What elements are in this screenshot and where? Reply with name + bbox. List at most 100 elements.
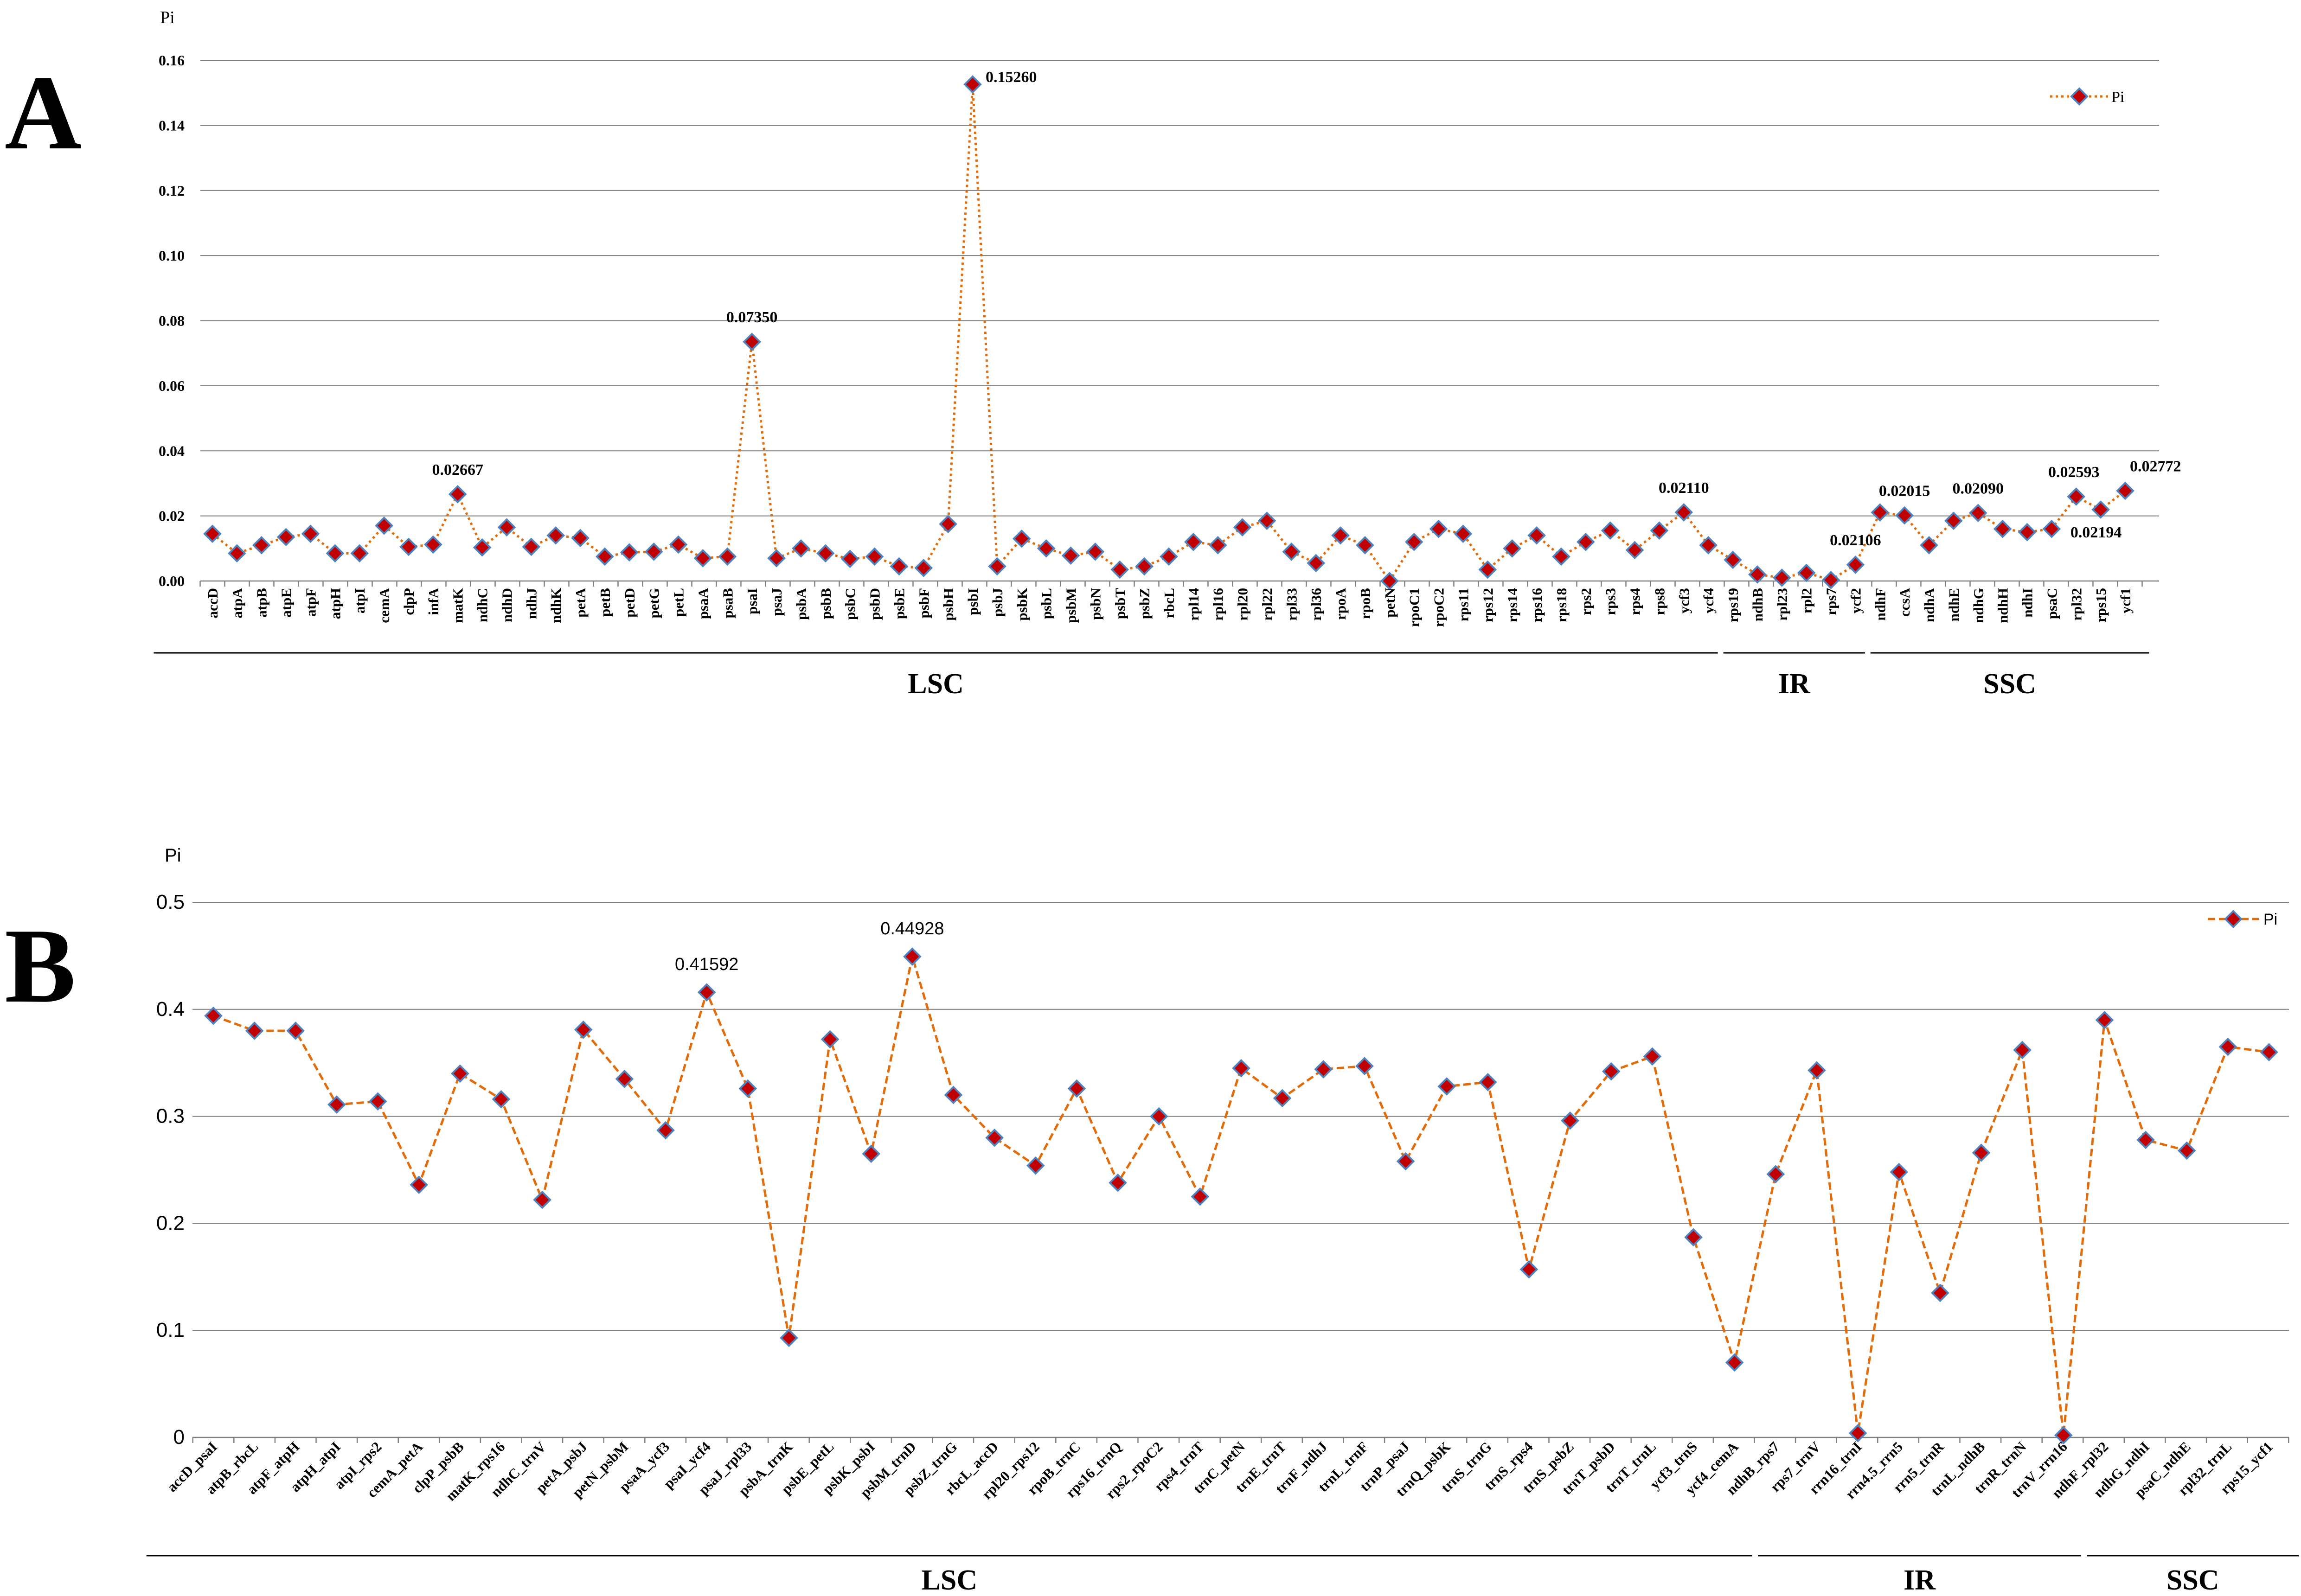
region-label: SSC: [1983, 668, 2036, 700]
data-point: [1067, 1079, 1086, 1098]
y-ticks-a: 0.00 0.02 0.04 0.06 0.08 0.10 0.12 0.14 0.16: [159, 52, 185, 589]
data-point: [939, 515, 957, 533]
data-point: [1396, 1152, 1415, 1171]
data-point: [1282, 543, 1301, 561]
data-point: [1086, 543, 1105, 561]
data-point: [1674, 503, 1693, 522]
x-tick-label: rps3: [1602, 588, 1619, 615]
data-point: [862, 1144, 881, 1163]
x-tick-label: rpl20: [1235, 588, 1251, 621]
data-point: [399, 537, 418, 556]
x-tick-label: rps19: [1725, 588, 1741, 622]
data-point: [1766, 1165, 1785, 1184]
data-point: [451, 1064, 469, 1083]
series-b: [204, 947, 2278, 1445]
data-point: [1972, 1143, 1991, 1162]
data-point: [1643, 1047, 1662, 1066]
data-point: [1944, 511, 1963, 530]
data-point: [1160, 547, 1178, 566]
data-point: [596, 547, 614, 566]
data-point: [767, 549, 786, 568]
data-point: [1993, 519, 2012, 538]
y-tick-label: 0.1: [156, 1319, 185, 1341]
data-point: [1503, 539, 1522, 558]
data-point: [1577, 532, 1595, 551]
data-point: [1037, 539, 1056, 558]
x-tick-label: rps14: [1504, 588, 1520, 622]
data-point: [1821, 571, 1840, 589]
y-tick-label: 0.3: [156, 1105, 185, 1128]
x-tick-label: ndhF: [1872, 588, 1888, 621]
x-tick-label: psbZ: [1136, 588, 1153, 619]
x-tick-label: psbM: [1063, 588, 1079, 623]
data-point: [1331, 526, 1350, 545]
x-tick-label: psaI: [744, 588, 760, 614]
data-point: [533, 1190, 551, 1209]
region-label: LSC: [908, 668, 964, 700]
x-tick-label: rps18: [1553, 588, 1570, 622]
x-tick-label: rpl33: [1283, 588, 1300, 621]
data-point: [368, 1092, 387, 1111]
x-tick-label: petG: [646, 588, 662, 618]
x-tick-label: ndhB: [1750, 588, 1766, 621]
data-point: [1061, 546, 1080, 565]
data-point: [1478, 560, 1497, 579]
data-point: [1429, 519, 1448, 538]
data-point: [620, 543, 639, 562]
data-point: [410, 1175, 428, 1194]
data-point: [1931, 1283, 1949, 1302]
x-tick-label: psbB: [818, 588, 834, 619]
data-point: [2013, 1041, 2032, 1060]
data-point: [2095, 1011, 2114, 1029]
data-point: [2136, 1130, 2155, 1149]
data-point: [1650, 521, 1669, 540]
data-point: [890, 557, 909, 576]
data-point: [988, 557, 1006, 576]
x-tick-label: rpl36: [1308, 588, 1324, 621]
x-tick-label: psbN: [1087, 588, 1103, 620]
data-point: [1454, 524, 1473, 543]
data-point: [574, 1020, 593, 1039]
data-label: 0.02015: [1879, 483, 1930, 500]
data-point: [1895, 506, 1914, 525]
x-tick-label: rps16: [1529, 588, 1545, 622]
data-point: [963, 75, 982, 94]
data-point: [1404, 532, 1423, 551]
data-point: [1968, 504, 1987, 523]
x-tick-label: rps15: [2093, 588, 2109, 622]
x-tick-label: psbF: [916, 588, 932, 618]
data-point: [903, 947, 922, 966]
x-tick-label: atpE: [278, 588, 295, 618]
y-tick-label: 0.00: [159, 573, 185, 589]
gridlines-a: [199, 60, 2159, 587]
data-point: [2042, 519, 2061, 538]
x-tick-label: atpH: [327, 588, 343, 619]
region-label: LSC: [922, 1564, 978, 1596]
data-point: [697, 983, 716, 1002]
data-point: [1307, 554, 1326, 573]
x-tick-label: ycf4: [1700, 588, 1717, 613]
data-point: [669, 535, 688, 554]
y-tick-label: 0.5: [156, 891, 185, 913]
data-point: [914, 559, 933, 577]
data-point: [644, 543, 663, 561]
x-tick-label: ndhI: [2019, 588, 2036, 618]
data-point: [865, 547, 884, 566]
data-point: [1527, 526, 1546, 545]
gridlines-b: [192, 902, 2289, 1443]
panel-a: A Pi 0.00 0.02 0.04 0.06 0.08 0.10 0.12 0.14 0.1…: [5, 8, 2181, 700]
y-tick-label: 0.10: [159, 247, 185, 264]
y-tick-label: 0.04: [159, 442, 185, 459]
data-label: 0.41592: [675, 955, 738, 974]
x-tick-label: accD: [205, 588, 221, 618]
data-point: [816, 544, 835, 563]
x-tick-label: petB: [597, 588, 613, 617]
x-tick-label: atpB: [254, 588, 270, 618]
data-point: [326, 544, 345, 563]
x-tick-label: petL: [671, 588, 687, 617]
data-point: [1135, 557, 1154, 576]
y-tick-label: 0.12: [159, 182, 185, 199]
data-point: [693, 549, 712, 568]
data-label: 0.02110: [1659, 479, 1709, 497]
data-point: [1110, 560, 1129, 579]
